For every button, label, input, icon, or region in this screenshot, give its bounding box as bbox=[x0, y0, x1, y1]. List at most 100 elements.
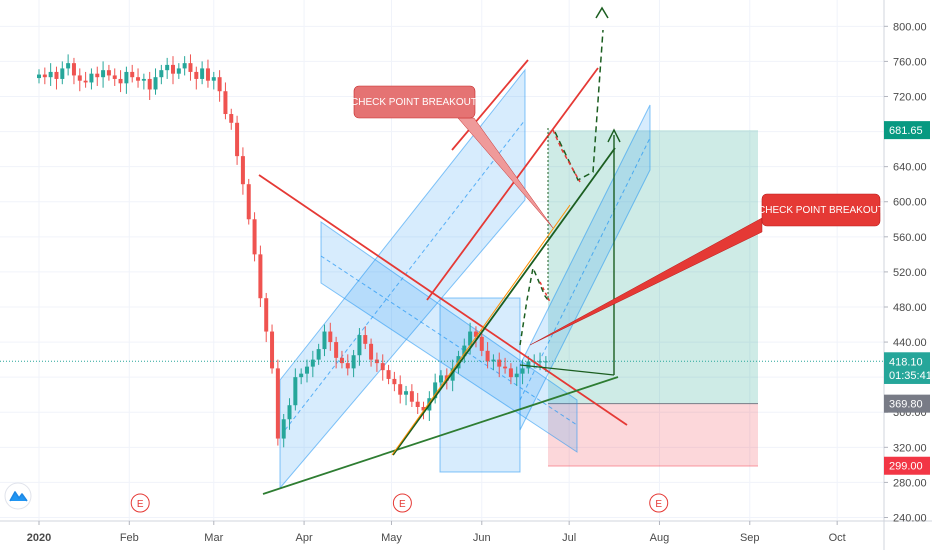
x-tick-label: Oct bbox=[829, 532, 846, 544]
x-tick-label: Jun bbox=[473, 532, 491, 544]
candle-body bbox=[508, 368, 513, 378]
candle-body bbox=[130, 71, 135, 78]
support-line bbox=[262, 376, 619, 495]
candle-body bbox=[176, 68, 181, 74]
price-tag-countdown bbox=[884, 365, 930, 384]
price-tag-label: 369.80 bbox=[889, 399, 923, 411]
candle-body bbox=[351, 355, 356, 369]
candle-body bbox=[205, 68, 210, 81]
candle-body bbox=[89, 73, 94, 83]
candle-body bbox=[293, 377, 298, 406]
y-tick-label: 720.00 bbox=[893, 91, 927, 103]
red-trend-line bbox=[451, 59, 529, 151]
x-tick-label: Sep bbox=[740, 532, 760, 544]
earnings-label: E bbox=[655, 499, 662, 510]
price-tag-label: 418.10 bbox=[889, 356, 923, 368]
x-tick-label: Mar bbox=[204, 532, 223, 544]
candle-body bbox=[118, 78, 123, 84]
price-tag-target bbox=[884, 121, 930, 140]
candle-body bbox=[450, 368, 455, 381]
projection-path-red bbox=[552, 129, 581, 183]
candle-body bbox=[345, 363, 350, 369]
earnings-label: E bbox=[137, 499, 144, 510]
candle-body bbox=[159, 70, 164, 78]
channel-midline bbox=[320, 255, 578, 426]
y-tick-label: 560.00 bbox=[893, 232, 927, 244]
red-trend-line bbox=[426, 67, 599, 301]
candle-body bbox=[433, 382, 438, 399]
candle-body bbox=[421, 406, 426, 411]
candle-body bbox=[485, 350, 490, 362]
candle-body bbox=[106, 70, 111, 76]
candle-body bbox=[497, 359, 502, 367]
candle-body bbox=[514, 373, 519, 378]
long-position-tool[interactable] bbox=[548, 130, 758, 466]
candle-body bbox=[316, 349, 321, 360]
profit-zone bbox=[548, 130, 758, 404]
candle-body bbox=[258, 254, 263, 299]
candle-body bbox=[264, 298, 269, 332]
candle-body bbox=[211, 77, 216, 81]
candle-body bbox=[200, 68, 205, 79]
channel-falling bbox=[320, 221, 578, 453]
x-tick-label: Apr bbox=[296, 532, 313, 544]
candle-body bbox=[95, 73, 100, 78]
earnings-marker bbox=[649, 493, 669, 513]
candle-body bbox=[153, 77, 158, 90]
candle-body bbox=[246, 184, 251, 220]
x-tick-label: Aug bbox=[650, 532, 670, 544]
candle-body bbox=[48, 71, 53, 78]
y-tick-label: 280.00 bbox=[893, 477, 927, 489]
trend-channels[interactable] bbox=[279, 68, 651, 490]
candle-body bbox=[124, 71, 129, 84]
candle-body bbox=[188, 63, 193, 72]
candle-body bbox=[83, 80, 88, 83]
candle-body bbox=[147, 78, 152, 90]
projection-path-red bbox=[539, 281, 551, 303]
candle-body bbox=[42, 74, 47, 78]
price-tag-label: 681.65 bbox=[889, 125, 923, 137]
candle-body bbox=[310, 359, 315, 367]
candle-body bbox=[468, 331, 473, 346]
candle-body bbox=[71, 63, 76, 76]
projection-path bbox=[519, 265, 549, 346]
candle-body bbox=[520, 368, 525, 374]
candle-body bbox=[223, 91, 228, 115]
candle-body bbox=[252, 219, 257, 255]
candle-body bbox=[386, 370, 391, 379]
resistance-line bbox=[258, 174, 628, 426]
candle-body bbox=[270, 331, 275, 369]
tradingview-logo[interactable] bbox=[4, 482, 32, 510]
x-axis-panel bbox=[0, 521, 932, 550]
callouts[interactable]: CHECK POINT BREAKOUT CHECK POINT BREAKOUT bbox=[351, 85, 884, 346]
price-tag-entry bbox=[884, 394, 930, 413]
candle-body bbox=[170, 64, 175, 74]
channel-rising-right bbox=[519, 104, 651, 431]
candle-body bbox=[415, 401, 420, 407]
candle-body bbox=[165, 64, 170, 71]
candle-body bbox=[101, 70, 106, 78]
candle-body bbox=[334, 342, 339, 358]
y-tick-label: 760.00 bbox=[893, 56, 927, 68]
candle-body bbox=[136, 77, 141, 81]
candle-body bbox=[438, 375, 443, 383]
candle-body bbox=[37, 74, 41, 79]
candle-body bbox=[404, 391, 409, 395]
candle-body bbox=[462, 345, 467, 357]
projection-path bbox=[554, 29, 604, 182]
candle-body bbox=[374, 359, 379, 364]
loss-zone bbox=[548, 403, 758, 466]
target-base bbox=[519, 364, 615, 376]
earnings-label: E bbox=[399, 499, 406, 510]
candle-body bbox=[543, 361, 548, 363]
candle-body bbox=[217, 77, 222, 92]
candle-body bbox=[526, 361, 531, 369]
x-tick-label: May bbox=[381, 532, 402, 544]
candle-body bbox=[473, 331, 478, 337]
callout-label: CHECK POINT BREAKOUT bbox=[758, 205, 884, 216]
candle-body bbox=[392, 378, 397, 385]
trend-lines[interactable] bbox=[258, 59, 758, 495]
